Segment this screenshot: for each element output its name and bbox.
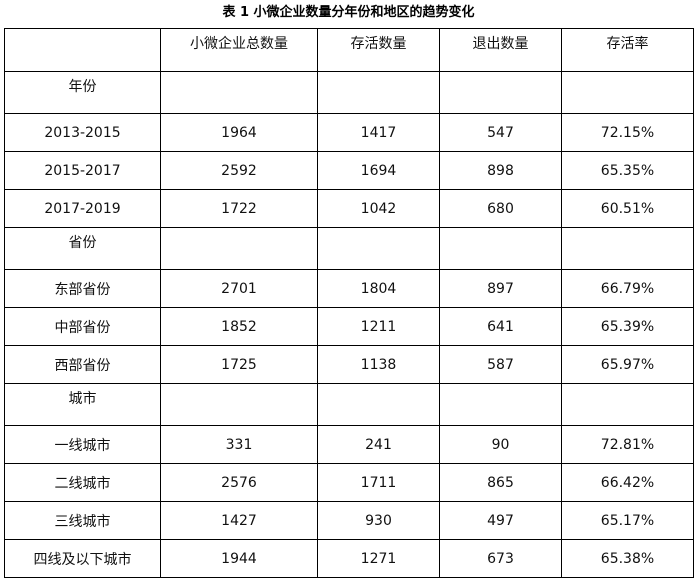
exit-cell: 497: [439, 501, 562, 540]
row-label-cell: 四线及以下城市: [4, 539, 161, 578]
table-row: 一线城市 331 241 90 72.81%: [4, 425, 694, 464]
header-row: 小微企业总数量 存活数量 退出数量 存活率: [4, 28, 694, 72]
survive-cell: 1271: [317, 539, 440, 578]
rate-cell: 65.35%: [561, 151, 694, 190]
empty-cell: [439, 71, 562, 114]
table-row: 2013-2015 1964 1417 547 72.15%: [4, 113, 694, 152]
total-cell: 331: [160, 425, 318, 464]
survive-cell: 1042: [317, 189, 440, 228]
exit-cell: 865: [439, 463, 562, 502]
empty-cell: [439, 383, 562, 426]
rate-cell: 72.81%: [561, 425, 694, 464]
rate-cell: 60.51%: [561, 189, 694, 228]
exit-cell: 898: [439, 151, 562, 190]
section-title: 城市: [4, 383, 161, 426]
empty-cell: [317, 71, 440, 114]
empty-cell: [561, 71, 694, 114]
rate-cell: 66.42%: [561, 463, 694, 502]
survive-cell: 1804: [317, 269, 440, 308]
survive-cell: 1711: [317, 463, 440, 502]
empty-cell: [160, 227, 318, 270]
survive-cell: 241: [317, 425, 440, 464]
section-row: 城市: [4, 383, 694, 426]
rate-cell: 66.79%: [561, 269, 694, 308]
exit-cell: 680: [439, 189, 562, 228]
empty-cell: [317, 227, 440, 270]
survive-cell: 930: [317, 501, 440, 540]
survive-cell: 1211: [317, 307, 440, 346]
header-cell-exit: 退出数量: [439, 28, 562, 72]
exit-cell: 90: [439, 425, 562, 464]
section-row: 年份: [4, 71, 694, 114]
row-label-cell: 2013-2015: [4, 113, 161, 152]
section-title: 年份: [4, 71, 161, 114]
table-caption: 表 1 小微企业数量分年份和地区的趋势变化: [222, 5, 475, 20]
empty-cell: [160, 71, 318, 114]
table-row: 2017-2019 1722 1042 680 60.51%: [4, 189, 694, 228]
exit-cell: 897: [439, 269, 562, 308]
rate-cell: 65.39%: [561, 307, 694, 346]
row-label-cell: 2015-2017: [4, 151, 161, 190]
empty-cell: [439, 227, 562, 270]
table-row: 三线城市 1427 930 497 65.17%: [4, 501, 694, 540]
table-row: 四线及以下城市 1944 1271 673 65.38%: [4, 539, 694, 578]
row-label-cell: 三线城市: [4, 501, 161, 540]
empty-cell: [317, 383, 440, 426]
table-row: 2015-2017 2592 1694 898 65.35%: [4, 151, 694, 190]
rate-cell: 65.38%: [561, 539, 694, 578]
total-cell: 1725: [160, 345, 318, 384]
empty-cell: [160, 383, 318, 426]
row-label-cell: 2017-2019: [4, 189, 161, 228]
data-table: 小微企业总数量 存活数量 退出数量 存活率 年份 2013-2015 1964 141…: [4, 28, 694, 578]
header-cell-blank: [4, 28, 161, 72]
section-row: 省份: [4, 227, 694, 270]
rate-cell: 65.97%: [561, 345, 694, 384]
row-label-cell: 中部省份: [4, 307, 161, 346]
table-row: 东部省份 2701 1804 897 66.79%: [4, 269, 694, 308]
total-cell: 2576: [160, 463, 318, 502]
rate-cell: 72.15%: [561, 113, 694, 152]
row-label-cell: 东部省份: [4, 269, 161, 308]
total-cell: 2592: [160, 151, 318, 190]
row-label-cell: 一线城市: [4, 425, 161, 464]
total-cell: 2701: [160, 269, 318, 308]
exit-cell: 673: [439, 539, 562, 578]
empty-cell: [561, 227, 694, 270]
table-row: 中部省份 1852 1211 641 65.39%: [4, 307, 694, 346]
total-cell: 1852: [160, 307, 318, 346]
section-title: 省份: [4, 227, 161, 270]
exit-cell: 587: [439, 345, 562, 384]
exit-cell: 641: [439, 307, 562, 346]
row-label-cell: 西部省份: [4, 345, 161, 384]
rate-cell: 65.17%: [561, 501, 694, 540]
table-row: 二线城市 2576 1711 865 66.42%: [4, 463, 694, 502]
total-cell: 1427: [160, 501, 318, 540]
total-cell: 1722: [160, 189, 318, 228]
row-label-cell: 二线城市: [4, 463, 161, 502]
header-cell-total: 小微企业总数量: [160, 28, 318, 72]
header-cell-survive: 存活数量: [317, 28, 440, 72]
survive-cell: 1694: [317, 151, 440, 190]
survive-cell: 1138: [317, 345, 440, 384]
survive-cell: 1417: [317, 113, 440, 152]
total-cell: 1964: [160, 113, 318, 152]
table-row: 西部省份 1725 1138 587 65.97%: [4, 345, 694, 384]
exit-cell: 547: [439, 113, 562, 152]
header-cell-rate: 存活率: [561, 28, 694, 72]
total-cell: 1944: [160, 539, 318, 578]
empty-cell: [561, 383, 694, 426]
